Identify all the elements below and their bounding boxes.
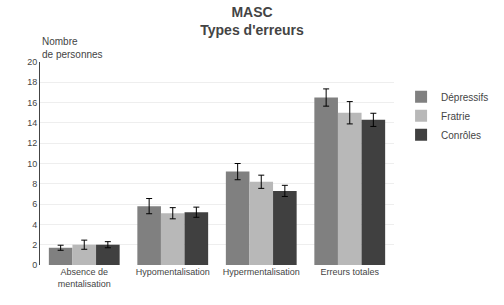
svg-text:18: 18: [27, 77, 37, 87]
svg-text:Fratrie: Fratrie: [441, 111, 470, 122]
svg-text:12: 12: [27, 138, 37, 148]
svg-text:Dépressifs: Dépressifs: [441, 92, 488, 103]
svg-text:0: 0: [32, 260, 37, 270]
svg-text:8: 8: [32, 179, 37, 189]
svg-text:Absence dementalisation: Absence dementalisation: [58, 267, 111, 289]
svg-text:Conrôles: Conrôles: [441, 130, 481, 141]
svg-text:Hypermentalisation: Hypermentalisation: [223, 267, 300, 277]
svg-text:MASCTypes d'erreurs: MASCTypes d'erreurs: [200, 4, 304, 38]
svg-text:6: 6: [32, 199, 37, 209]
svg-text:10: 10: [27, 159, 37, 169]
svg-text:Hypomentalisation: Hypomentalisation: [136, 267, 210, 277]
svg-text:2: 2: [32, 240, 37, 250]
svg-text:4: 4: [32, 220, 37, 230]
svg-text:14: 14: [27, 118, 37, 128]
svg-text:16: 16: [27, 98, 37, 108]
svg-text:20: 20: [27, 57, 37, 67]
svg-text:Erreurs totales: Erreurs totales: [320, 267, 379, 277]
svg-text:Nombrede personnes: Nombrede personnes: [42, 36, 103, 60]
